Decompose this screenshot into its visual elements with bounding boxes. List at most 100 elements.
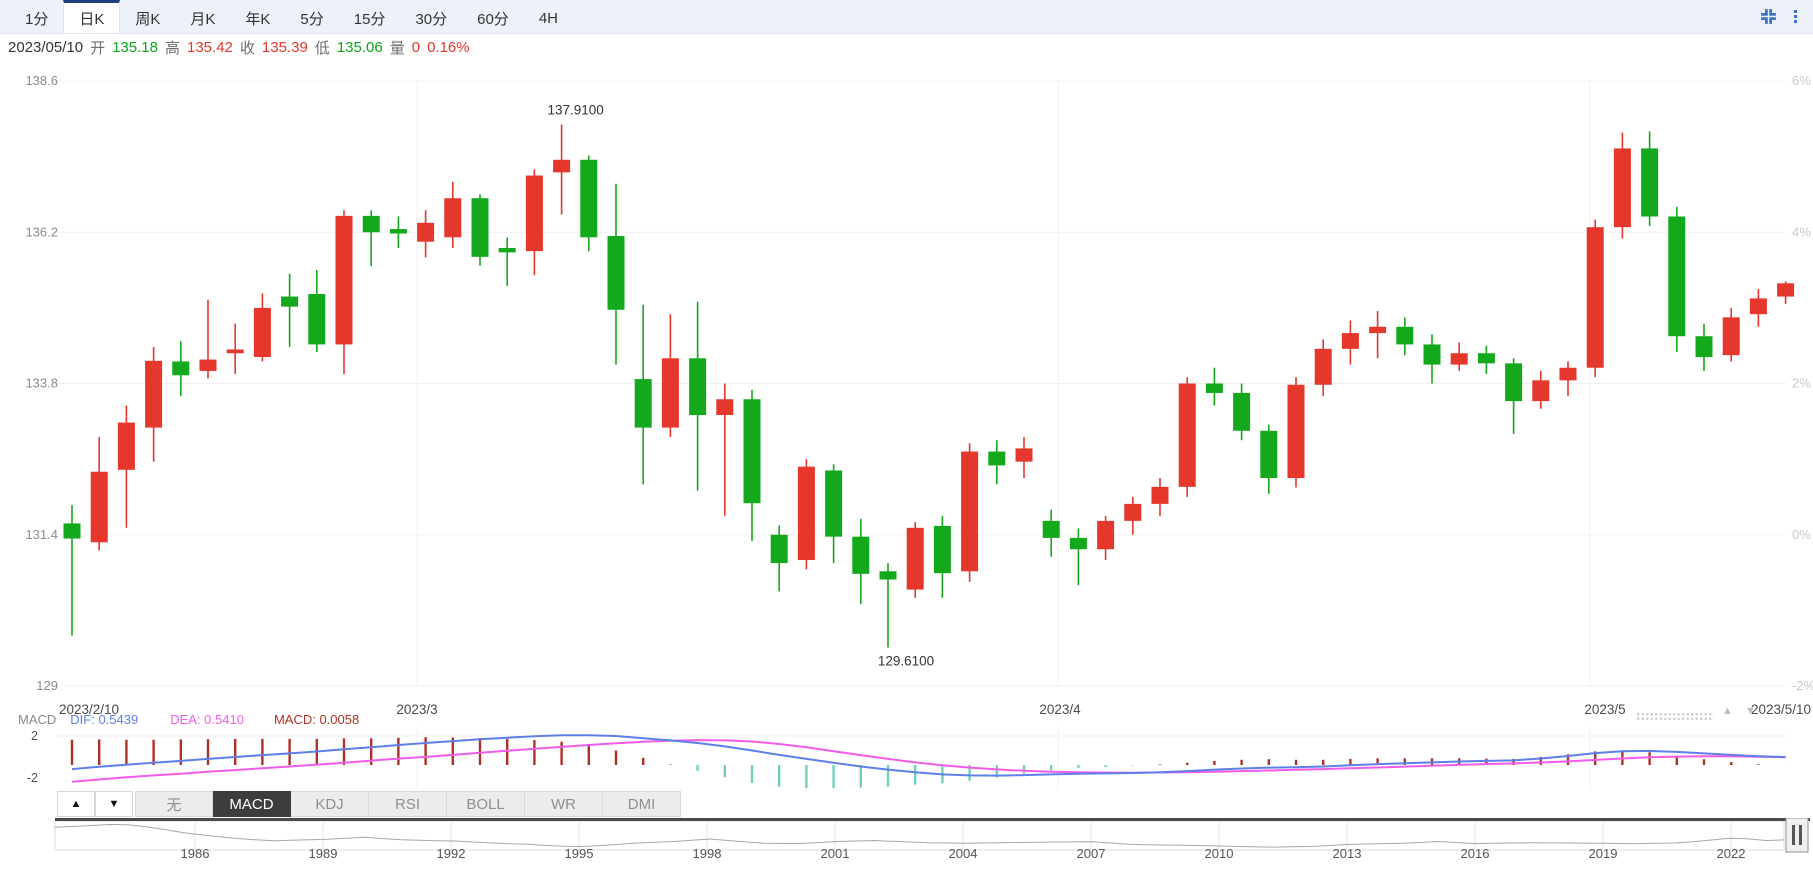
- candle-4/18[interactable]: [1341, 320, 1359, 365]
- candle-5/5[interactable]: [1695, 323, 1713, 371]
- date-axis-label: 2023/4: [1039, 702, 1081, 717]
- candle-3/17[interactable]: [743, 389, 761, 542]
- candle-4/17[interactable]: [1314, 339, 1332, 397]
- candle-3/30[interactable]: [988, 440, 1006, 485]
- timeframe-tab-2[interactable]: 周K: [135, 10, 161, 28]
- candle-4/24[interactable]: [1450, 342, 1468, 371]
- candle-2/23[interactable]: [308, 270, 326, 352]
- percent-axis-tick: -2%: [1792, 678, 1813, 693]
- candle-3/3[interactable]: [471, 194, 489, 266]
- candle-5/2[interactable]: [1613, 132, 1631, 239]
- candle-2/15[interactable]: [145, 346, 163, 462]
- candle-5/4[interactable]: [1668, 207, 1686, 352]
- candlestick-chart[interactable]: 138.6 6% 136.2 4% 133.8 2% 131.4 0% 129 -2% 2023/2…: [0, 62, 1813, 730]
- timeframe-tab-6[interactable]: 15分: [353, 10, 386, 28]
- candle-4/13[interactable]: [1260, 424, 1278, 494]
- candle-3/16[interactable]: [716, 383, 734, 516]
- candle-3/8[interactable]: [553, 124, 571, 215]
- indicator-up-button[interactable]: ▲: [57, 791, 95, 817]
- candle-4/4[interactable]: [1069, 528, 1087, 586]
- candle-4/6[interactable]: [1124, 496, 1142, 535]
- candle-3/1[interactable]: [417, 210, 435, 258]
- navigator-year-label: 2016: [1461, 846, 1490, 861]
- candle-3/15[interactable]: [689, 301, 707, 491]
- candle-3/9[interactable]: [580, 155, 598, 252]
- candle-2/17[interactable]: [199, 299, 217, 379]
- candle-2/27[interactable]: [362, 210, 380, 267]
- candle-3/23[interactable]: [852, 518, 870, 605]
- candle-2/28[interactable]: [389, 216, 407, 249]
- panel-resize-handle[interactable]: [1636, 712, 1714, 721]
- candle-3/2[interactable]: [444, 181, 462, 249]
- candle-4/14[interactable]: [1287, 377, 1305, 488]
- candle-4/7[interactable]: [1151, 478, 1169, 516]
- candle-2/21[interactable]: [253, 293, 271, 362]
- candle-3/24[interactable]: [879, 563, 897, 648]
- candle-5/9[interactable]: [1749, 288, 1767, 327]
- more-options-icon[interactable]: [1794, 10, 1797, 23]
- candle-4/19[interactable]: [1369, 311, 1387, 359]
- candle-4/5[interactable]: [1097, 515, 1115, 560]
- price-axis-tick: 131.4: [25, 527, 58, 542]
- panel-down-icon[interactable]: ▼: [1744, 705, 1756, 717]
- candle-2/14[interactable]: [117, 405, 135, 528]
- indicator-tab-boll[interactable]: BOLL: [447, 791, 525, 817]
- candle-3/10[interactable]: [607, 183, 625, 365]
- navigator-range-handle[interactable]: [1785, 818, 1809, 853]
- candle-4/21[interactable]: [1423, 334, 1441, 384]
- candle-3/13[interactable]: [634, 304, 652, 485]
- candle-2/24[interactable]: [335, 210, 353, 375]
- timeframe-tab-8[interactable]: 60分: [477, 10, 509, 28]
- candle-5/3[interactable]: [1641, 131, 1659, 226]
- indicator-down-button[interactable]: ▼: [95, 791, 133, 817]
- indicator-tab-wr[interactable]: WR: [525, 791, 603, 817]
- candle-3/29[interactable]: [961, 443, 979, 583]
- candle-5/8[interactable]: [1722, 307, 1740, 362]
- candle-5/10[interactable]: [1777, 281, 1795, 305]
- open-value: 135.18: [112, 38, 158, 56]
- candle-4/27[interactable]: [1532, 370, 1550, 409]
- timeframe-tab-0[interactable]: 1分: [25, 10, 49, 28]
- candle-4/11[interactable]: [1205, 367, 1223, 406]
- candle-3/28[interactable]: [933, 515, 951, 598]
- candle-4/12[interactable]: [1233, 383, 1251, 441]
- timeframe-tab-4[interactable]: 年K: [245, 10, 271, 28]
- indicator-row: ▲ ▼ 无 MACD KDJ RSI BOLL WR DMI: [0, 790, 1813, 818]
- macd-panel-label: MACD: [18, 711, 57, 727]
- timeframe-tab-9[interactable]: 4H: [538, 9, 558, 27]
- macd-indicator-chart[interactable]: [0, 726, 1813, 790]
- indicator-tab-rsi[interactable]: RSI: [369, 791, 447, 817]
- candle-2/13[interactable]: [90, 437, 108, 551]
- candle-5/1[interactable]: [1586, 219, 1604, 378]
- candle-4/25[interactable]: [1477, 345, 1495, 375]
- candle-2/16[interactable]: [172, 341, 190, 397]
- candle-2/10[interactable]: [63, 505, 81, 636]
- candle-3/21[interactable]: [797, 459, 815, 570]
- timeframe-tab-1[interactable]: 日K: [63, 0, 121, 33]
- candle-2/20[interactable]: [226, 323, 244, 375]
- dif-line: [71, 734, 1786, 777]
- timeframe-tab-5[interactable]: 5分: [300, 10, 324, 28]
- candle-3/31[interactable]: [1015, 437, 1033, 479]
- candle-3/22[interactable]: [825, 464, 843, 564]
- indicator-tab-macd[interactable]: MACD: [213, 791, 291, 817]
- candle-4/3[interactable]: [1042, 509, 1060, 557]
- candle-2/22[interactable]: [281, 273, 299, 347]
- indicator-tab-dmi[interactable]: DMI: [603, 791, 681, 817]
- candle-3/14[interactable]: [661, 314, 679, 438]
- candle-3/6[interactable]: [498, 237, 516, 286]
- indicator-tab-kdj[interactable]: KDJ: [291, 791, 369, 817]
- candle-3/27[interactable]: [906, 522, 924, 598]
- candle-4/10[interactable]: [1178, 377, 1196, 497]
- panel-up-icon[interactable]: ▲: [1722, 705, 1733, 717]
- collapse-icon[interactable]: [1759, 7, 1778, 26]
- candle-4/28[interactable]: [1559, 361, 1577, 397]
- history-navigator[interactable]: 1986 1989 1992 1995 1998 2001 2004 2007 2010 2013…: [0, 818, 1813, 864]
- candle-3/7[interactable]: [525, 169, 543, 276]
- timeframe-tab-3[interactable]: 月K: [190, 10, 216, 28]
- timeframe-tab-7[interactable]: 30分: [415, 10, 448, 28]
- candle-4/20[interactable]: [1396, 317, 1414, 356]
- candle-3/20[interactable]: [770, 525, 788, 592]
- indicator-tab-none[interactable]: 无: [135, 791, 213, 817]
- candle-4/26[interactable]: [1505, 358, 1523, 434]
